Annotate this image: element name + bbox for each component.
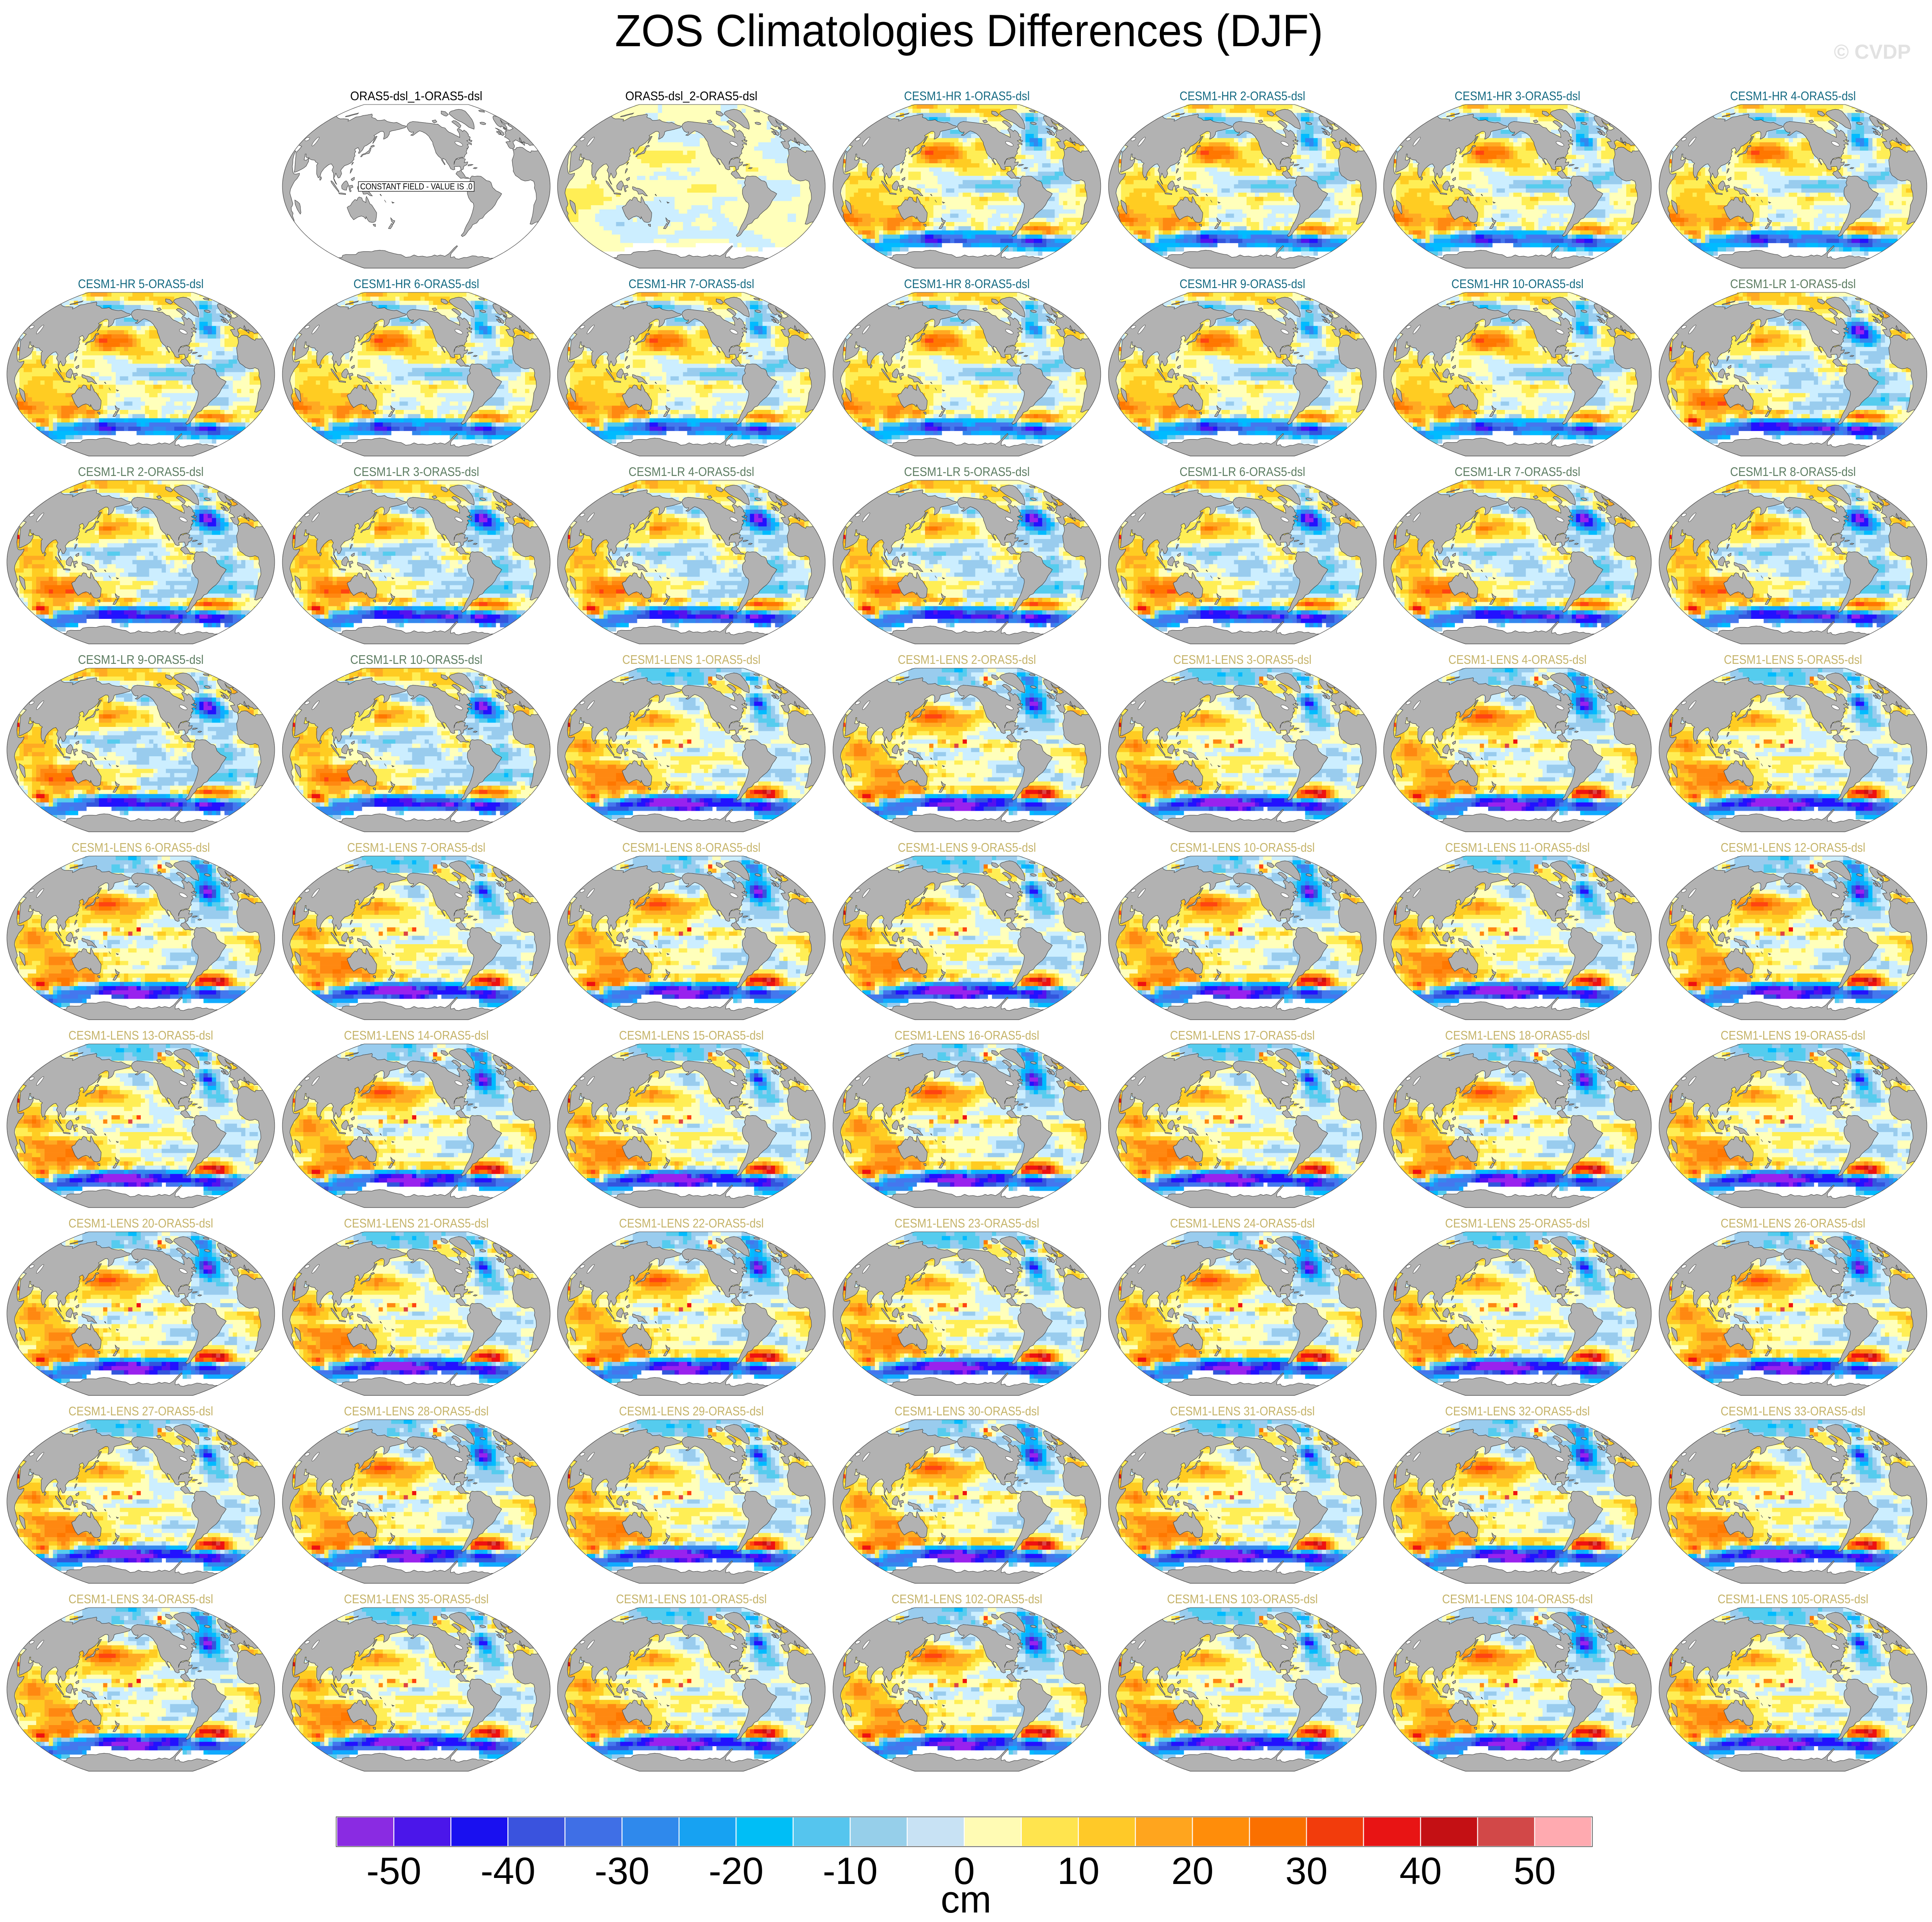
svg-text:40: 40 [1400, 1849, 1442, 1892]
svg-text:50: 50 [1514, 1849, 1556, 1892]
svg-text:CESM1-LENS 18-ORAS5-dsl: CESM1-LENS 18-ORAS5-dsl [1445, 1029, 1590, 1043]
svg-text:CESM1-HR 9-ORAS5-dsl: CESM1-HR 9-ORAS5-dsl [1180, 277, 1305, 291]
svg-text:CESM1-LR 7-ORAS5-dsl: CESM1-LR 7-ORAS5-dsl [1455, 465, 1580, 479]
svg-text:0: 0 [954, 1849, 975, 1892]
svg-text:CESM1-LENS 19-ORAS5-dsl: CESM1-LENS 19-ORAS5-dsl [1721, 1029, 1865, 1043]
svg-text:CESM1-LENS 30-ORAS5-dsl: CESM1-LENS 30-ORAS5-dsl [895, 1405, 1039, 1418]
svg-text:CESM1-LENS 102-ORAS5-dsl: CESM1-LENS 102-ORAS5-dsl [892, 1592, 1042, 1606]
svg-text:CESM1-LENS 33-ORAS5-dsl: CESM1-LENS 33-ORAS5-dsl [1721, 1405, 1865, 1418]
svg-text:CESM1-HR 4-ORAS5-dsl: CESM1-HR 4-ORAS5-dsl [1730, 89, 1856, 103]
svg-text:CESM1-HR 5-ORAS5-dsl: CESM1-HR 5-ORAS5-dsl [78, 277, 204, 291]
svg-text:CESM1-LENS 7-ORAS5-dsl: CESM1-LENS 7-ORAS5-dsl [347, 841, 485, 855]
svg-text:CESM1-LENS 32-ORAS5-dsl: CESM1-LENS 32-ORAS5-dsl [1445, 1405, 1590, 1418]
svg-text:-30: -30 [595, 1849, 649, 1892]
svg-text:CESM1-LENS 27-ORAS5-dsl: CESM1-LENS 27-ORAS5-dsl [69, 1405, 213, 1418]
svg-text:CESM1-LR 4-ORAS5-dsl: CESM1-LR 4-ORAS5-dsl [629, 465, 754, 479]
svg-text:CESM1-HR 7-ORAS5-dsl: CESM1-HR 7-ORAS5-dsl [629, 277, 754, 291]
svg-text:CESM1-LENS 15-ORAS5-dsl: CESM1-LENS 15-ORAS5-dsl [619, 1029, 764, 1043]
svg-text:CESM1-LR 9-ORAS5-dsl: CESM1-LR 9-ORAS5-dsl [78, 653, 204, 667]
svg-text:CESM1-HR 8-ORAS5-dsl: CESM1-HR 8-ORAS5-dsl [904, 277, 1030, 291]
svg-text:CESM1-LENS 21-ORAS5-dsl: CESM1-LENS 21-ORAS5-dsl [344, 1217, 489, 1231]
svg-text:CESM1-LENS 35-ORAS5-dsl: CESM1-LENS 35-ORAS5-dsl [344, 1592, 489, 1606]
svg-text:CESM1-LENS 6-ORAS5-dsl: CESM1-LENS 6-ORAS5-dsl [72, 841, 210, 855]
svg-text:CESM1-LENS 1-ORAS5-dsl: CESM1-LENS 1-ORAS5-dsl [622, 653, 760, 667]
svg-text:CESM1-LENS 5-ORAS5-dsl: CESM1-LENS 5-ORAS5-dsl [1724, 653, 1862, 667]
svg-text:CESM1-HR 10-ORAS5-dsl: CESM1-HR 10-ORAS5-dsl [1451, 277, 1584, 291]
svg-text:CESM1-LENS 4-ORAS5-dsl: CESM1-LENS 4-ORAS5-dsl [1448, 653, 1587, 667]
svg-text:CESM1-LENS 12-ORAS5-dsl: CESM1-LENS 12-ORAS5-dsl [1721, 841, 1865, 855]
svg-text:CESM1-LR 8-ORAS5-dsl: CESM1-LR 8-ORAS5-dsl [1730, 465, 1856, 479]
svg-text:30: 30 [1286, 1849, 1328, 1892]
svg-text:CESM1-LENS 28-ORAS5-dsl: CESM1-LENS 28-ORAS5-dsl [344, 1405, 489, 1418]
svg-text:CESM1-LENS 101-ORAS5-dsl: CESM1-LENS 101-ORAS5-dsl [616, 1592, 767, 1606]
svg-text:CESM1-LENS 3-ORAS5-dsl: CESM1-LENS 3-ORAS5-dsl [1173, 653, 1311, 667]
svg-text:CESM1-LR 2-ORAS5-dsl: CESM1-LR 2-ORAS5-dsl [78, 465, 204, 479]
svg-text:CESM1-HR 3-ORAS5-dsl: CESM1-HR 3-ORAS5-dsl [1455, 89, 1580, 103]
svg-text:CESM1-LR 10-ORAS5-dsl: CESM1-LR 10-ORAS5-dsl [350, 653, 482, 667]
svg-text:CESM1-LENS 8-ORAS5-dsl: CESM1-LENS 8-ORAS5-dsl [622, 841, 760, 855]
svg-text:CESM1-LENS 22-ORAS5-dsl: CESM1-LENS 22-ORAS5-dsl [619, 1217, 764, 1231]
svg-text:CESM1-HR 1-ORAS5-dsl: CESM1-HR 1-ORAS5-dsl [904, 89, 1030, 103]
svg-text:ORAS5-dsl_1-ORAS5-dsl: ORAS5-dsl_1-ORAS5-dsl [350, 89, 482, 103]
svg-text:CESM1-HR 2-ORAS5-dsl: CESM1-HR 2-ORAS5-dsl [1180, 89, 1305, 103]
svg-text:CESM1-LENS 24-ORAS5-dsl: CESM1-LENS 24-ORAS5-dsl [1170, 1217, 1315, 1231]
svg-text:10: 10 [1057, 1849, 1099, 1892]
svg-text:20: 20 [1171, 1849, 1213, 1892]
svg-text:CESM1-LR 3-ORAS5-dsl: CESM1-LR 3-ORAS5-dsl [354, 465, 479, 479]
svg-text:-10: -10 [823, 1849, 877, 1892]
svg-text:CESM1-LENS 105-ORAS5-dsl: CESM1-LENS 105-ORAS5-dsl [1718, 1592, 1869, 1606]
svg-text:-40: -40 [481, 1849, 535, 1892]
svg-text:CESM1-LENS 17-ORAS5-dsl: CESM1-LENS 17-ORAS5-dsl [1170, 1029, 1315, 1043]
svg-text:CESM1-LENS 103-ORAS5-dsl: CESM1-LENS 103-ORAS5-dsl [1167, 1592, 1318, 1606]
svg-text:CESM1-LR 1-ORAS5-dsl: CESM1-LR 1-ORAS5-dsl [1730, 277, 1856, 291]
svg-text:CESM1-LR 5-ORAS5-dsl: CESM1-LR 5-ORAS5-dsl [904, 465, 1030, 479]
svg-text:CESM1-LENS 25-ORAS5-dsl: CESM1-LENS 25-ORAS5-dsl [1445, 1217, 1590, 1231]
svg-text:CESM1-LENS 23-ORAS5-dsl: CESM1-LENS 23-ORAS5-dsl [895, 1217, 1039, 1231]
svg-text:ORAS5-dsl_2-ORAS5-dsl: ORAS5-dsl_2-ORAS5-dsl [625, 89, 757, 103]
svg-text:CESM1-HR 6-ORAS5-dsl: CESM1-HR 6-ORAS5-dsl [354, 277, 479, 291]
svg-text:CESM1-LR 6-ORAS5-dsl: CESM1-LR 6-ORAS5-dsl [1180, 465, 1305, 479]
svg-text:CESM1-LENS 34-ORAS5-dsl: CESM1-LENS 34-ORAS5-dsl [69, 1592, 213, 1606]
svg-text:CESM1-LENS 26-ORAS5-dsl: CESM1-LENS 26-ORAS5-dsl [1721, 1217, 1865, 1231]
svg-text:cm: cm [941, 1878, 991, 1921]
svg-text:CESM1-LENS 10-ORAS5-dsl: CESM1-LENS 10-ORAS5-dsl [1170, 841, 1315, 855]
svg-text:CESM1-LENS 13-ORAS5-dsl: CESM1-LENS 13-ORAS5-dsl [69, 1029, 213, 1043]
svg-text:CESM1-LENS 20-ORAS5-dsl: CESM1-LENS 20-ORAS5-dsl [69, 1217, 213, 1231]
svg-text:ZOS Climatologies Differences: ZOS Climatologies Differences (DJF) [615, 6, 1323, 56]
svg-text:CESM1-LENS 11-ORAS5-dsl: CESM1-LENS 11-ORAS5-dsl [1445, 841, 1590, 855]
svg-text:CESM1-LENS 16-ORAS5-dsl: CESM1-LENS 16-ORAS5-dsl [895, 1029, 1039, 1043]
svg-text:CESM1-LENS 9-ORAS5-dsl: CESM1-LENS 9-ORAS5-dsl [898, 841, 1036, 855]
svg-text:© CVDP: © CVDP [1834, 40, 1911, 63]
svg-text:CESM1-LENS 31-ORAS5-dsl: CESM1-LENS 31-ORAS5-dsl [1170, 1405, 1315, 1418]
svg-text:CESM1-LENS 2-ORAS5-dsl: CESM1-LENS 2-ORAS5-dsl [898, 653, 1036, 667]
svg-text:CESM1-LENS 29-ORAS5-dsl: CESM1-LENS 29-ORAS5-dsl [619, 1405, 764, 1418]
svg-text:CESM1-LENS 104-ORAS5-dsl: CESM1-LENS 104-ORAS5-dsl [1442, 1592, 1593, 1606]
svg-text:-50: -50 [367, 1849, 421, 1892]
svg-text:CESM1-LENS 14-ORAS5-dsl: CESM1-LENS 14-ORAS5-dsl [344, 1029, 489, 1043]
svg-text:-20: -20 [709, 1849, 763, 1892]
